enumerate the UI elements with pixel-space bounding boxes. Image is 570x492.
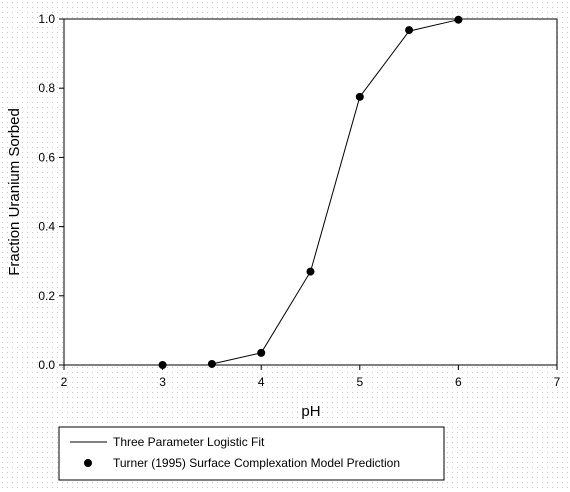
axis-ticks: 2 3 4 5 6 7 0.0 0.2 0.4 0.6 0.8 1.0	[38, 12, 560, 389]
model-prediction-point	[306, 267, 315, 276]
y-tick-label: 0.0	[38, 358, 55, 372]
y-tick-label: 0.6	[38, 150, 55, 164]
x-tick-label: 7	[554, 375, 561, 389]
series-layer	[158, 15, 463, 369]
model-prediction-point	[257, 348, 266, 357]
x-tick-label: 3	[159, 375, 166, 389]
legend-box	[58, 426, 445, 481]
logistic-fit-line	[211, 19, 459, 365]
legend: Three Parameter Logistic Fit Turner (1995…	[58, 426, 445, 481]
model-prediction-point	[405, 26, 414, 35]
y-axis-label: Fraction Uranium Sorbed	[6, 108, 23, 276]
model-prediction-point	[158, 361, 167, 369]
y-tick-label: 0.4	[38, 220, 55, 234]
legend-label-model-prediction: Turner (1995) Surface Complexation Model…	[113, 456, 400, 470]
x-axis-label: pH	[301, 403, 320, 420]
y-tick-label: 1.0	[38, 12, 55, 26]
legend-marker-swatch	[84, 459, 92, 467]
y-tick-label: 0.8	[38, 81, 55, 95]
model-prediction-point	[454, 15, 463, 24]
x-tick-label: 4	[258, 375, 265, 389]
plot-frame	[63, 18, 558, 366]
legend-label-logistic-fit: Three Parameter Logistic Fit	[113, 435, 265, 449]
y-tick-label: 0.2	[38, 289, 55, 303]
model-prediction-point	[207, 359, 216, 368]
plot-area	[63, 18, 558, 366]
x-tick-label: 2	[61, 375, 68, 389]
x-tick-label: 6	[455, 375, 462, 389]
model-prediction-point	[355, 92, 364, 101]
x-tick-label: 5	[356, 375, 363, 389]
